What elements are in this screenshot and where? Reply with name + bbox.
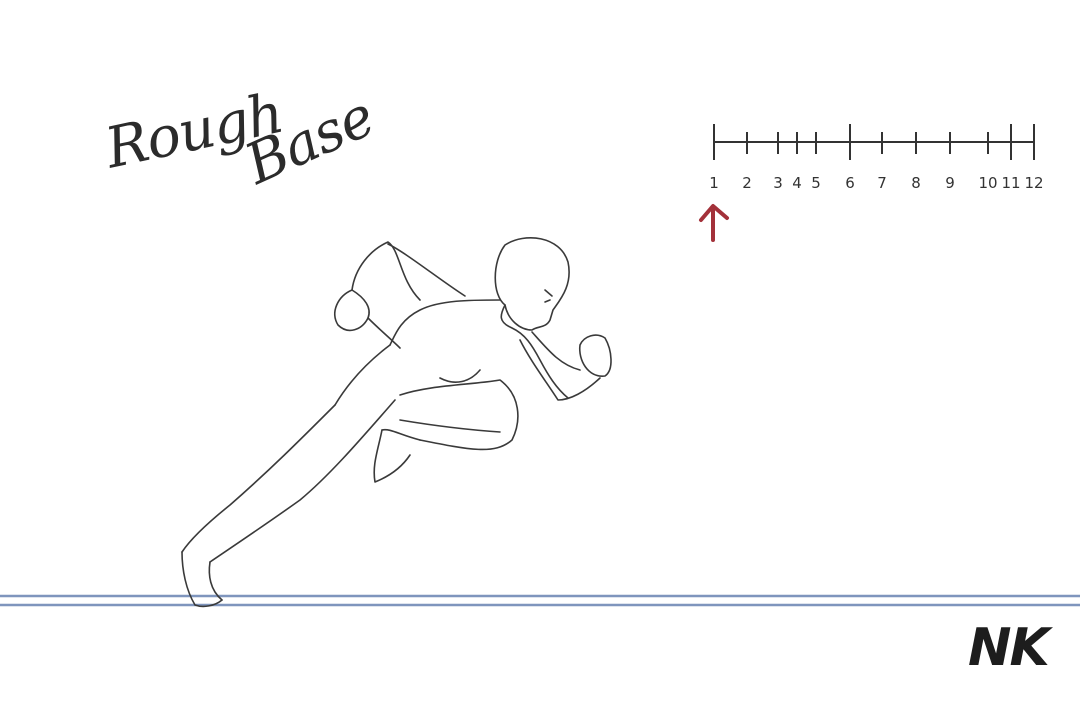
- current-frame-arrow: [699, 204, 729, 242]
- ground-lines: [0, 594, 1080, 607]
- timing-label-9: 9: [945, 174, 955, 192]
- figure-face: [544, 289, 553, 303]
- timing-label-2: 2: [742, 174, 752, 192]
- timing-label-3: 3: [773, 174, 783, 192]
- timing-label-7: 7: [877, 174, 887, 192]
- timing-label-10: 10: [978, 174, 997, 192]
- figure-head: [494, 237, 570, 331]
- timing-label-1: 1: [709, 174, 719, 192]
- timing-label-8: 8: [911, 174, 921, 192]
- timing-label-12: 12: [1024, 174, 1043, 192]
- timing-chart: 1 2 3 4 5 6 7 8 9 10 11 12: [699, 124, 1044, 242]
- timing-label-6: 6: [845, 174, 855, 192]
- timing-label-11: 11: [1001, 174, 1020, 192]
- front-fist: [579, 334, 612, 377]
- timing-label-4: 4: [792, 174, 802, 192]
- timing-label-5: 5: [811, 174, 821, 192]
- artist-signature: NK: [968, 618, 1050, 678]
- runner-figure-sketch: [181, 237, 612, 608]
- rear-fist: [334, 289, 370, 332]
